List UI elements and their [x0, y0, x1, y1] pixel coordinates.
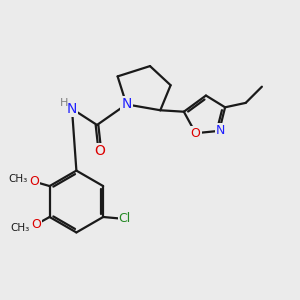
Text: N: N — [216, 124, 225, 137]
Text: O: O — [32, 218, 41, 231]
Text: N: N — [67, 102, 77, 116]
Text: N: N — [121, 98, 132, 111]
Text: H: H — [59, 98, 68, 108]
Text: O: O — [191, 127, 201, 140]
Text: CH₃: CH₃ — [10, 223, 29, 233]
Text: O: O — [94, 145, 105, 158]
Text: Cl: Cl — [118, 212, 131, 225]
Text: O: O — [29, 175, 39, 188]
Text: CH₃: CH₃ — [8, 174, 28, 184]
